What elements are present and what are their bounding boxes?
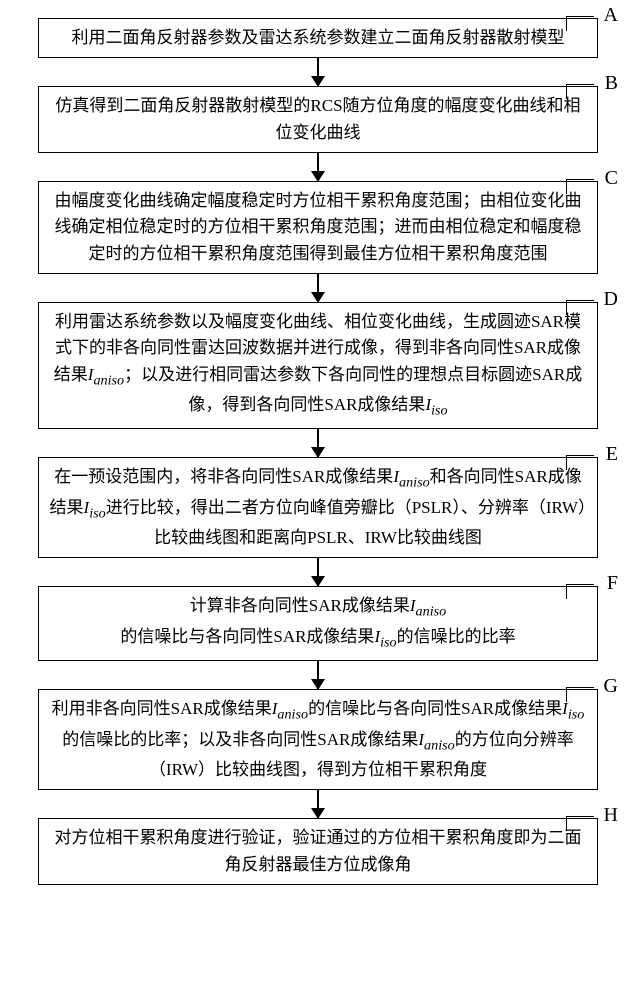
step-h: 对方位相干累积角度进行验证，验证通过的方位相干累积角度即为二面角反射器最佳方位成… xyxy=(38,818,598,885)
label-connector xyxy=(566,300,594,318)
step-f: 计算非各向同性SAR成像结果Ianiso的信噪比与各向同性SAR成像结果Iiso… xyxy=(38,586,598,661)
step-wrap-h: 对方位相干累积角度进行验证，验证通过的方位相干累积角度即为二面角反射器最佳方位成… xyxy=(12,818,624,885)
step-label-b: B xyxy=(605,72,618,95)
flowchart-container: 利用二面角反射器参数及雷达系统参数建立二面角反射器散射模型 A 仿真得到二面角反… xyxy=(12,18,624,885)
step-label-g: G xyxy=(604,675,618,698)
step-label-e: E xyxy=(606,443,618,466)
step-b: 仿真得到二面角反射器散射模型的RCS随方位角度的幅度变化曲线和相位变化曲线 xyxy=(38,86,598,153)
step-wrap-d: 利用雷达系统参数以及幅度变化曲线、相位变化曲线，生成圆迹SAR模式下的非各向同性… xyxy=(12,302,624,429)
step-wrap-f: 计算非各向同性SAR成像结果Ianiso的信噪比与各向同性SAR成像结果Iiso… xyxy=(12,586,624,661)
step-e: 在一预设范围内，将非各向同性SAR成像结果Ianiso和各向同性SAR成像结果I… xyxy=(38,457,598,558)
step-label-d: D xyxy=(604,288,618,311)
arrow xyxy=(317,558,319,586)
arrow xyxy=(317,58,319,86)
step-label-f: F xyxy=(607,572,618,595)
label-connector xyxy=(566,16,594,34)
step-label-h: H xyxy=(604,804,618,827)
arrow xyxy=(317,429,319,457)
step-d: 利用雷达系统参数以及幅度变化曲线、相位变化曲线，生成圆迹SAR模式下的非各向同性… xyxy=(38,302,598,429)
label-connector xyxy=(566,584,594,602)
arrow xyxy=(317,153,319,181)
arrow xyxy=(317,274,319,302)
label-connector xyxy=(566,84,594,102)
label-connector xyxy=(566,179,594,197)
step-label-a: A xyxy=(604,4,618,27)
arrow xyxy=(317,661,319,689)
step-g: 利用非各向同性SAR成像结果Ianiso的信噪比与各向同性SAR成像结果Iiso… xyxy=(38,689,598,790)
step-wrap-c: 由幅度变化曲线确定幅度稳定时方位相干累积角度范围；由相位变化曲线确定相位稳定时的… xyxy=(12,181,624,274)
step-wrap-g: 利用非各向同性SAR成像结果Ianiso的信噪比与各向同性SAR成像结果Iiso… xyxy=(12,689,624,790)
step-c: 由幅度变化曲线确定幅度稳定时方位相干累积角度范围；由相位变化曲线确定相位稳定时的… xyxy=(38,181,598,274)
step-label-c: C xyxy=(605,167,618,190)
label-connector xyxy=(566,687,594,705)
label-connector xyxy=(566,455,594,473)
step-wrap-e: 在一预设范围内，将非各向同性SAR成像结果Ianiso和各向同性SAR成像结果I… xyxy=(12,457,624,558)
step-wrap-b: 仿真得到二面角反射器散射模型的RCS随方位角度的幅度变化曲线和相位变化曲线 B xyxy=(12,86,624,153)
arrow xyxy=(317,790,319,818)
step-wrap-a: 利用二面角反射器参数及雷达系统参数建立二面角反射器散射模型 A xyxy=(12,18,624,58)
step-a: 利用二面角反射器参数及雷达系统参数建立二面角反射器散射模型 xyxy=(38,18,598,58)
label-connector xyxy=(566,816,594,834)
